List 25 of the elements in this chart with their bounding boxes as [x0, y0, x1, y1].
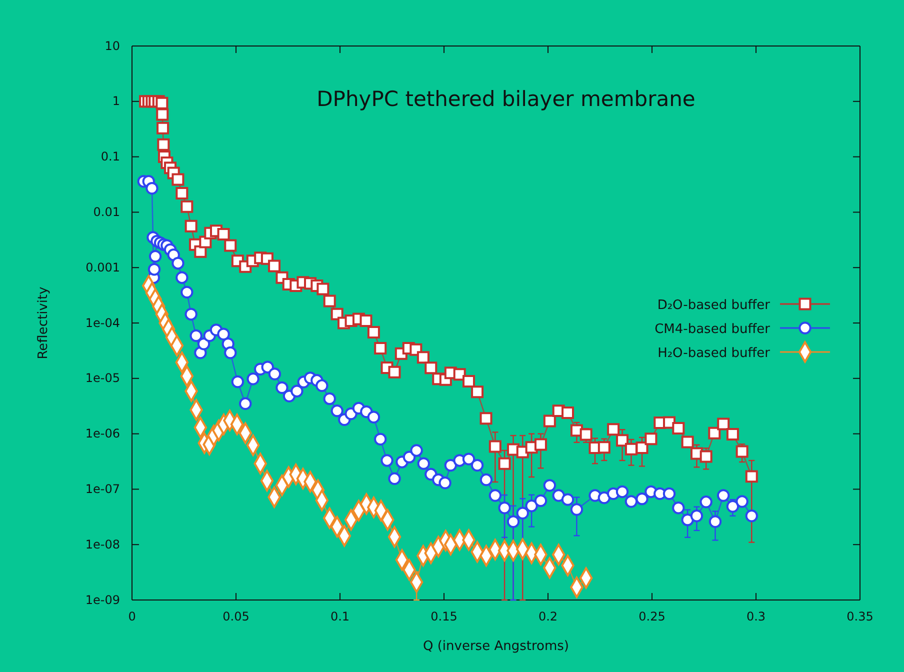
- y-tick-label: 0.1: [100, 150, 120, 164]
- legend-label: H₂O-based buffer: [658, 346, 771, 361]
- y-tick-label: 1: [112, 94, 120, 108]
- x-tick-label: 0.3: [746, 610, 766, 624]
- x-tick-label: 0.05: [222, 610, 250, 624]
- y-tick-label: 1e-09: [85, 592, 120, 607]
- x-tick-label: 0: [128, 610, 136, 624]
- x-tick-label: 0.1: [330, 610, 350, 624]
- y-tick-label: 10: [104, 38, 120, 53]
- y-tick-label: 1e-05: [85, 371, 120, 386]
- y-tick-label: 0.001: [86, 260, 120, 274]
- y-axis-title: Reflectivity: [36, 286, 51, 360]
- y-tick-label: 1e-08: [85, 537, 120, 552]
- x-tick-label: 0.25: [638, 610, 666, 624]
- y-tick-label: 1e-06: [85, 426, 120, 441]
- text: DPhyPC tethered bilayer membrane: [316, 87, 696, 111]
- legend-label: CM4-based buffer: [654, 322, 771, 337]
- legend-label: D₂O-based buffer: [657, 298, 771, 313]
- x-tick-label: 0.15: [430, 610, 458, 624]
- y-tick-label: 1e-04: [85, 316, 120, 330]
- y-tick-label: 0.01: [93, 205, 120, 220]
- x-tick-label: 0.35: [846, 610, 874, 624]
- x-tick-label: 0.2: [538, 610, 558, 624]
- y-tick-label: 1e-07: [85, 482, 120, 496]
- x-axis-title: Q (inverse Angstroms): [422, 639, 570, 654]
